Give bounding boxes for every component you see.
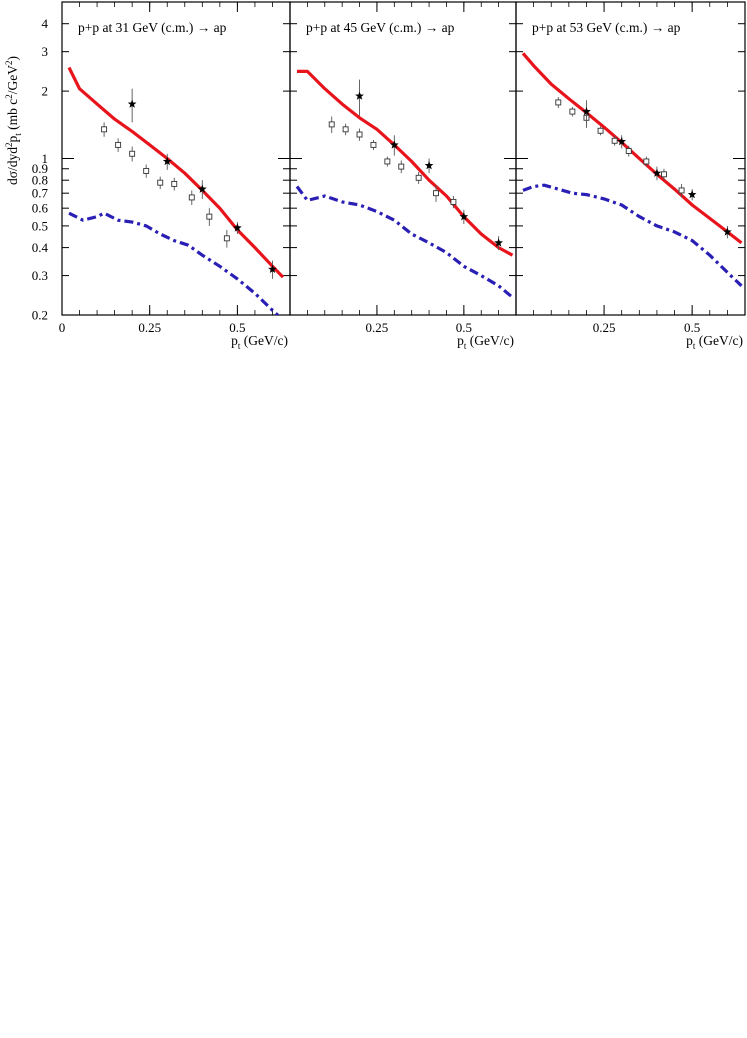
data-point-square [569,108,576,115]
panel-title: p+p at 45 GeV (c.m.) → ap [306,20,455,35]
x-axis-label: pt (GeV/c) [231,333,288,351]
x-tick-label: 0.5 [456,320,472,335]
data-point-star [723,227,732,236]
panel-title: p+p at 53 GeV (c.m.) → ap [532,20,681,35]
y-tick-label: 0.4 [32,240,49,255]
panel-frame [515,1,746,316]
model-line-solid [67,66,285,279]
data-point-star [355,91,364,100]
data-point-star [459,212,469,221]
model-line-dashdot [522,183,743,287]
data-point-square [555,99,562,106]
plot-area [521,52,743,287]
data-point-star [162,156,172,166]
panel-frame [289,1,517,316]
x-tick-label: 0.25 [593,320,616,335]
data-point-star [233,223,242,232]
data-point-square [223,235,230,242]
data-point-square [611,137,618,144]
y-tick-label: 0.5 [32,218,48,233]
data-point-star [127,99,137,108]
data-point-square [115,141,122,148]
panel-3: p+p at 53 GeV (c.m.) → ap 0.25 0.5pt (GeV/… [515,1,746,351]
panel-1: p+p at 31 GeV (c.m.) → ap 0 0.25 0.5 0.2 0.3 0… [32,1,291,351]
panel-2: p+p at 45 GeV (c.m.) → ap 0.25 0.5pt (GeV/… [289,1,517,351]
data-point-star [424,160,434,170]
data-point-star [389,140,399,149]
y-tick-label: 0.3 [32,268,48,283]
data-point-square [384,158,391,165]
data-point-square [597,127,604,134]
data-point-square [342,126,349,133]
data-point-square [101,126,108,133]
data-point-star [617,136,627,146]
y-tick-label: 2 [42,84,49,99]
x-axis-label: pt (GeV/c) [686,333,743,351]
data-point-square [643,158,650,165]
x-tick-label: 0.25 [138,320,161,335]
model-line-solid [521,52,743,245]
data-point-square [171,180,178,187]
y-tick-label: 0.2 [32,308,48,323]
data-point-star [582,106,591,116]
data-point-square [370,141,377,148]
model-line-dashdot [68,211,280,315]
y-axis-title: dσ/dyd2pt (mb c2/GeV2) [4,56,23,185]
y-tick-label: 3 [42,44,49,59]
data-point-square [129,150,136,157]
y-tick-label: 4 [42,16,49,31]
data-point-square [415,174,422,181]
data-point-square [398,163,405,170]
data-point-square [157,179,164,186]
data-point-square [328,121,335,128]
model-line-solid [297,69,514,257]
data-point-square [206,213,213,220]
x-tick-label: 0 [59,320,66,335]
y-axis-label: dσ/dyd2pt (mb c2/GeV2) [4,56,23,185]
data-point-star [268,264,277,274]
data-point-square [625,148,632,154]
y-tick-label: 1 [42,151,49,166]
data-point-star [652,168,662,177]
y-tick-label: 0.9 [32,161,48,176]
x-tick-label: 0.5 [229,320,245,335]
y-tick-label: 0.6 [32,201,49,216]
data-point-square [143,167,150,174]
data-point-square [678,187,685,194]
y-tick-label: 0.7 [32,186,49,201]
data-point-star [687,189,697,199]
data-point-star [494,238,503,247]
data-point-square [450,198,457,205]
panel-frame [61,1,291,316]
panel-title: p+p at 31 GeV (c.m.) → ap [78,20,227,35]
panels: p+p at 31 GeV (c.m.) → ap 0 0.25 0.5 0.2 0.3 0… [32,1,746,351]
plot-area [67,66,285,315]
data-point-square [433,190,439,197]
data-point-square [356,131,363,138]
plot-area [295,69,514,299]
data-point-square [188,194,195,201]
model-line-dashdot [295,185,514,299]
x-axis-label: pt (GeV/c) [457,333,514,351]
data-point-star [197,184,207,193]
x-tick-label: 0.5 [684,320,700,335]
x-tick-label: 0.25 [366,320,389,335]
data-point-square [661,171,667,178]
y-tick-label: 0.8 [32,173,48,188]
